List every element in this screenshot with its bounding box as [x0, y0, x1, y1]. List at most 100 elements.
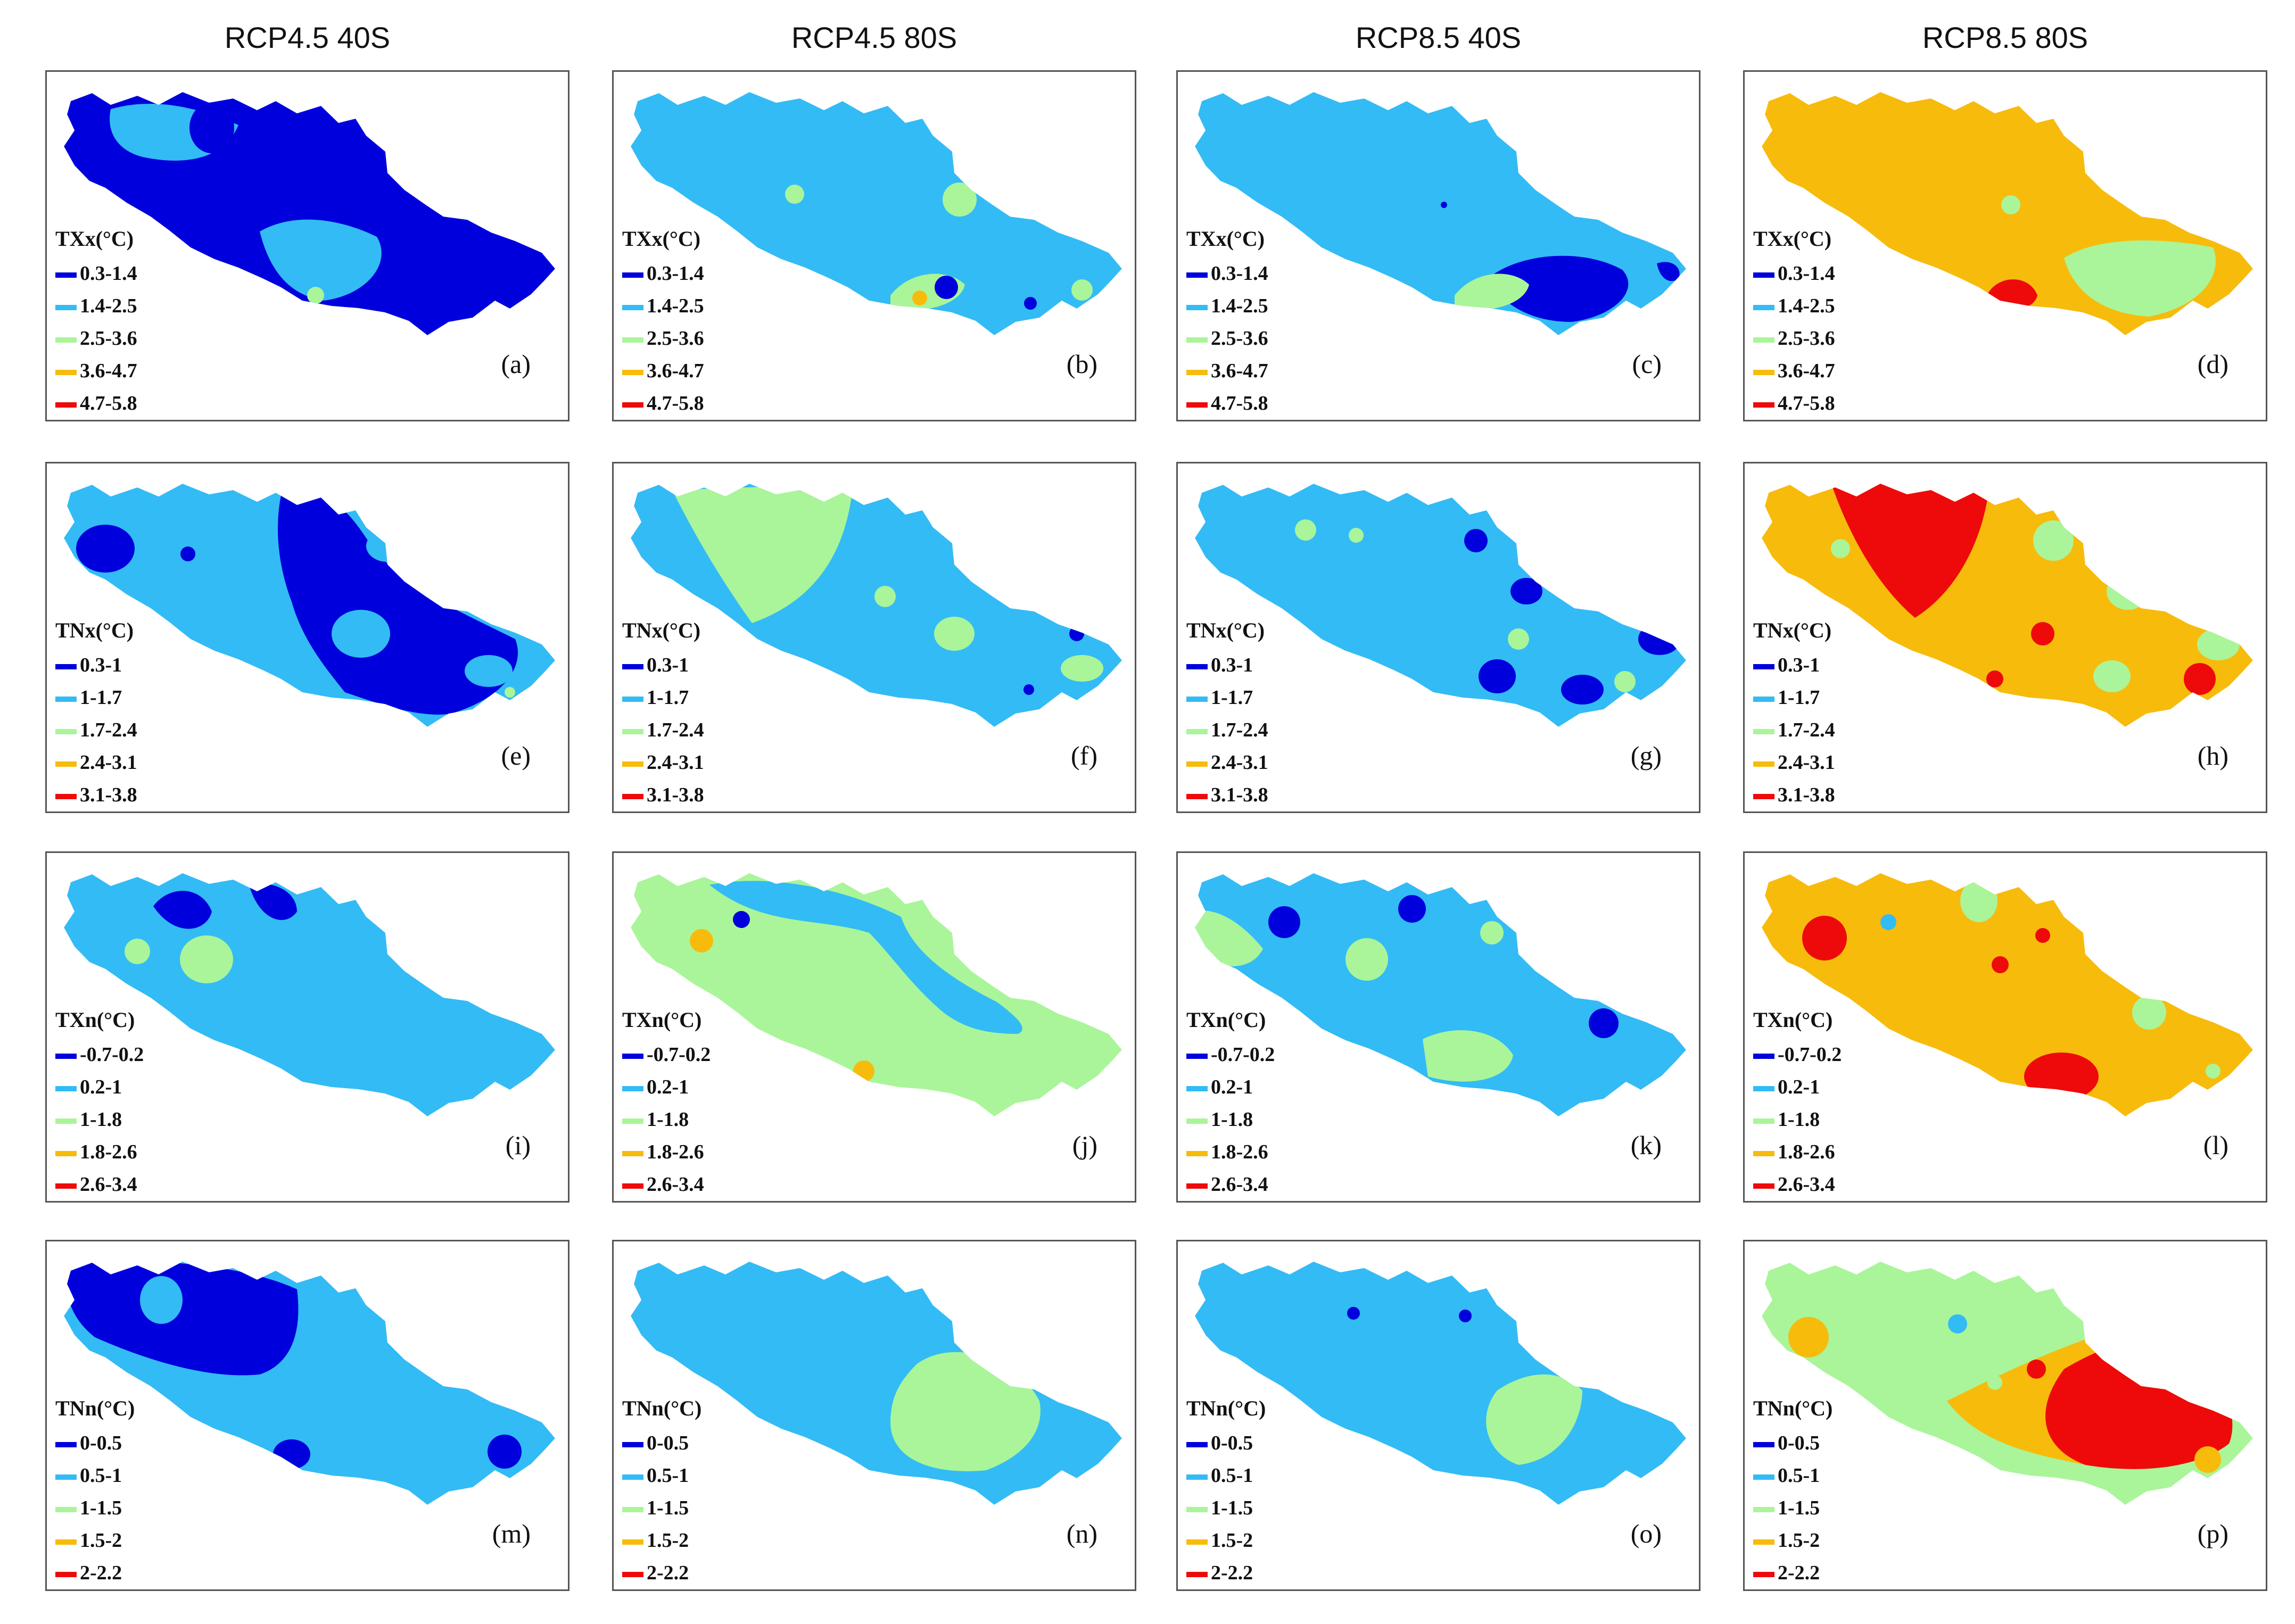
panel-letter: (f) — [1071, 741, 1097, 770]
legend-swatch — [622, 697, 643, 702]
basin-map — [1195, 484, 1686, 727]
map-panel: TXn(°C) -0.7-0.2 0.2-1 1-1.8 1.8-2.6 2.6-3.4 (… — [1743, 851, 2267, 1203]
anomaly-patch — [1345, 921, 1504, 981]
legend-label: 1.8-2.6 — [647, 1141, 704, 1163]
legend-label: 0.3-1.4 — [1211, 262, 1268, 285]
legend-item: 1-1.5 — [55, 1492, 135, 1524]
legend-item: 0-0.5 — [622, 1427, 701, 1460]
legend-swatch — [1186, 1442, 1208, 1448]
legend-item: 2-2.2 — [55, 1557, 135, 1589]
legend-item: 2.6-3.4 — [1753, 1169, 1842, 1201]
legend-title: TNx(°C) — [55, 618, 134, 642]
legend-label: 0.2-1 — [647, 1076, 689, 1098]
legend-swatch — [622, 1183, 643, 1189]
legend-title: TXx(°C) — [622, 227, 701, 251]
anomaly-patch — [935, 276, 1037, 310]
legend-title: TNn(°C) — [622, 1396, 702, 1420]
legend-swatch — [622, 305, 643, 311]
legend-title: TXn(°C) — [55, 1008, 135, 1032]
legend-item: 1.8-2.6 — [622, 1136, 711, 1169]
legend-swatch — [622, 272, 643, 278]
legend-item: 2.6-3.4 — [622, 1169, 711, 1201]
legend-swatch — [622, 729, 643, 735]
legend-label: 1.4-2.5 — [647, 295, 704, 317]
map-legend: TNx(°C) 0.3-1 1-1.7 1.7-2.4 2.4-3.1 3.1-3.8 — [55, 618, 137, 811]
legend-swatch — [1753, 1572, 1774, 1578]
legend-item: 4.7-5.8 — [1186, 387, 1268, 420]
legend-title: TNn(°C) — [1753, 1396, 1833, 1420]
anomaly-patch — [1347, 1307, 1472, 1322]
anomaly-patch — [1788, 1317, 2221, 1473]
legend-item: 3.1-3.8 — [55, 779, 137, 811]
legend-label: 1-1.7 — [80, 686, 122, 709]
basin-map — [1762, 92, 2253, 335]
legend-swatch — [55, 664, 77, 670]
legend-swatch — [1186, 729, 1208, 735]
legend-item: 0.3-1.4 — [622, 258, 704, 290]
legend-swatch — [55, 1183, 77, 1189]
map-panel: TXx(°C) 0.3-1.4 1.4-2.5 2.5-3.6 3.6-4.7 4.7-5… — [1176, 70, 1700, 421]
legend-label: 1.8-2.6 — [80, 1141, 137, 1163]
legend-swatch — [1186, 794, 1208, 800]
header-col-4: RCP8.5 80S — [1922, 21, 2088, 54]
legend-swatch — [1186, 1151, 1208, 1157]
legend-label: 2.4-3.1 — [1211, 751, 1268, 774]
legend-title: TXn(°C) — [1753, 1008, 1833, 1032]
legend-label: 4.7-5.8 — [647, 392, 704, 415]
legend-item: 1-1.8 — [55, 1104, 144, 1136]
basin-base-fill — [631, 1262, 1122, 1505]
legend-label: 2-2.2 — [1211, 1562, 1253, 1584]
legend-swatch — [1753, 1442, 1774, 1448]
legend-item: 0.2-1 — [1753, 1071, 1842, 1104]
anomaly-patch — [66, 1262, 299, 1376]
map-panel: TXx(°C) 0.3-1.4 1.4-2.5 2.5-3.6 3.6-4.7 4.7-5… — [45, 70, 569, 421]
legend-swatch — [622, 402, 643, 408]
legend-swatch — [1753, 305, 1774, 311]
legend-item: 0.5-1 — [1753, 1460, 1832, 1492]
legend-swatch — [55, 1086, 77, 1092]
legend-item: 1-1.5 — [622, 1492, 701, 1524]
legend-label: 1.7-2.4 — [80, 719, 137, 741]
legend-swatch — [1186, 664, 1208, 670]
legend-item: 1-1.8 — [622, 1104, 711, 1136]
legend-swatch — [1753, 337, 1774, 343]
legend-swatch — [55, 761, 77, 767]
basin-base-fill — [1195, 873, 1686, 1116]
legend-swatch — [1186, 1507, 1208, 1513]
map-legend: TXn(°C) -0.7-0.2 0.2-1 1-1.8 1.8-2.6 2.6-3.4 — [1753, 1007, 1842, 1201]
legend-label: 1-1.7 — [647, 686, 689, 709]
legend-swatch — [55, 794, 77, 800]
legend-swatch — [1753, 402, 1774, 408]
legend-swatch — [1753, 729, 1774, 735]
legend-label: 4.7-5.8 — [80, 392, 137, 415]
legend-item: 1.8-2.6 — [1753, 1136, 1842, 1169]
anomaly-patch — [278, 492, 518, 715]
legend-item: 1-1.7 — [55, 682, 137, 714]
legend-label: 3.6-4.7 — [80, 360, 137, 382]
legend-swatch — [1186, 1118, 1208, 1124]
legend-item: 0.3-1.4 — [1186, 258, 1268, 290]
legend-swatch — [622, 1086, 643, 1092]
legend-label: 1.5-2 — [1211, 1529, 1253, 1552]
legend-item: 0.3-1.4 — [55, 258, 137, 290]
legend-swatch — [622, 370, 643, 376]
legend-label: 1.4-2.5 — [1211, 295, 1268, 317]
anomaly-patch — [1441, 202, 1447, 208]
legend-title: TXn(°C) — [622, 1008, 702, 1032]
anomaly-patch — [2027, 1360, 2046, 1379]
legend-swatch — [55, 1507, 77, 1513]
map-legend: TXx(°C) 0.3-1.4 1.4-2.5 2.5-3.6 3.6-4.7 4.7-5… — [622, 226, 704, 420]
legend-swatch — [1186, 337, 1208, 343]
legend-item: -0.7-0.2 — [1186, 1039, 1275, 1071]
legend-item: 0.5-1 — [622, 1460, 701, 1492]
map-legend: TXx(°C) 0.3-1.4 1.4-2.5 2.5-3.6 3.6-4.7 4.7-5… — [1186, 226, 1268, 420]
legend-title: TNx(°C) — [622, 618, 701, 642]
legend-swatch — [1753, 1507, 1774, 1513]
legend-label: 1.4-2.5 — [1778, 295, 1835, 317]
legend-item: 1.4-2.5 — [622, 290, 704, 322]
basin-map — [631, 484, 1122, 727]
legend-swatch — [622, 1507, 643, 1513]
legend-item: 4.7-5.8 — [1753, 387, 1835, 420]
legend-label: 1-1.5 — [1778, 1497, 1820, 1519]
legend-label: 0.5-1 — [80, 1464, 122, 1487]
